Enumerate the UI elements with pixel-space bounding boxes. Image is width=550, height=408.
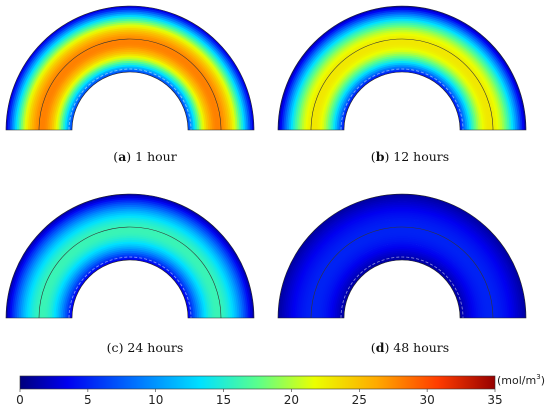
colorbar-ticks: 0 5 10 15 20 25 30 35: [16, 389, 503, 407]
domain-outline: [5, 193, 255, 319]
inner-boundary-dash: [68, 256, 192, 319]
layer-boundary-line: [310, 38, 494, 131]
layer-boundary-line: [310, 226, 494, 319]
colorbar-tick-label: 20: [284, 393, 299, 407]
caption-d: (d) 48 hours: [370, 340, 450, 355]
panel-c-contour: [5, 193, 255, 319]
colorbar-tick-label: 15: [216, 393, 231, 407]
panel-b-contour: [277, 5, 527, 131]
colorbar-tick-label: 10: [148, 393, 163, 407]
domain-outline: [277, 5, 527, 131]
colorbar-gradient: [19, 375, 496, 390]
colorbar-tick-label: 0: [16, 393, 24, 407]
colorbar-tick-label: 30: [420, 393, 435, 407]
caption-c: (c) 24 hours: [106, 340, 184, 355]
colorbar-tick-label: 35: [487, 393, 502, 407]
domain-outline: [5, 5, 255, 131]
inner-boundary-dash: [68, 68, 192, 131]
inner-boundary-dash: [340, 68, 464, 131]
colorbar-tick-label: 25: [352, 393, 367, 407]
colorbar-unit: (mol/m3): [497, 373, 545, 387]
panel-d-contour: [277, 193, 527, 319]
inner-boundary-dash: [340, 256, 464, 319]
panel-a-contour: [5, 5, 255, 131]
layer-boundary-line: [38, 226, 222, 319]
caption-a: (a) 1 hour: [113, 149, 177, 164]
colorbar-tick-label: 5: [84, 393, 92, 407]
colorbar: 0 5 10 15 20 25 30 35 (mol/m3): [16, 373, 545, 407]
caption-b: (b) 12 hours: [370, 149, 450, 164]
domain-outline: [277, 193, 527, 319]
layer-boundary-line: [38, 38, 222, 131]
